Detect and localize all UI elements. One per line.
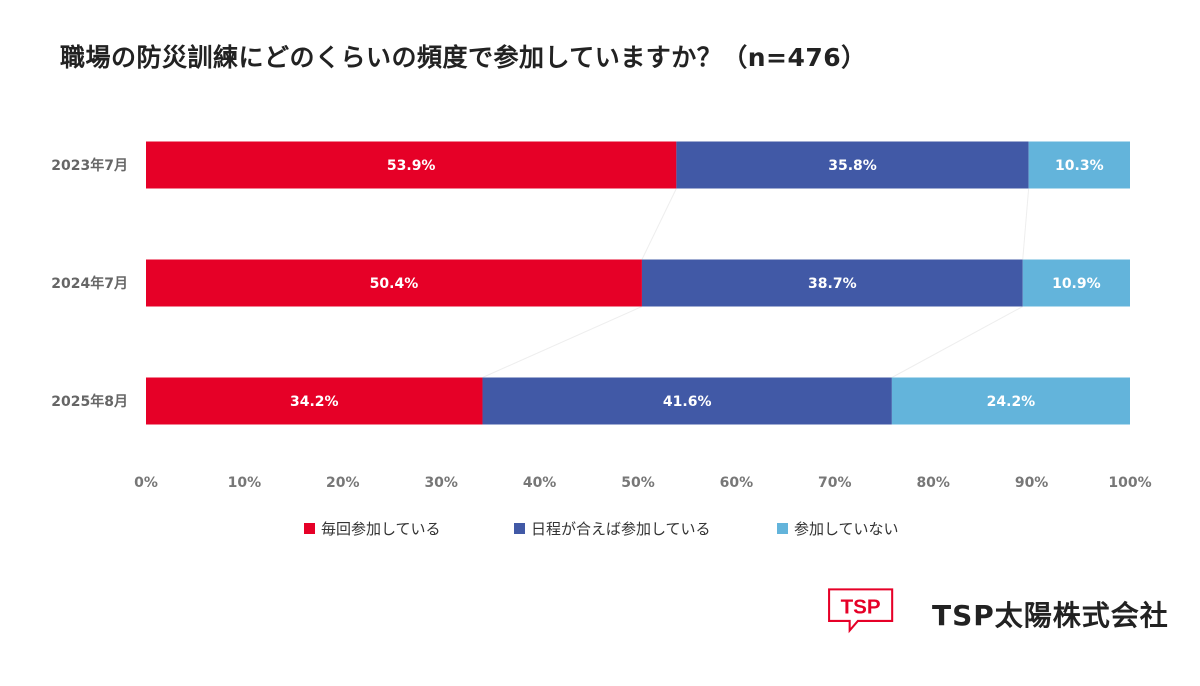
data-label: 10.9%	[1052, 276, 1101, 292]
legend-label: 毎回参加している	[321, 520, 441, 538]
category-label: 2025年8月	[51, 393, 128, 410]
chart-title: 職場の防災訓練にどのくらいの頻度で参加していますか？（n=476）	[60, 43, 867, 72]
data-label: 50.4%	[370, 276, 419, 292]
bar-segment	[146, 141, 677, 189]
x-tick-label: 90%	[1015, 475, 1049, 491]
legend-item-series-2: 参加していない	[777, 518, 899, 539]
legend-swatch-red	[304, 523, 315, 534]
x-tick-label: 10%	[228, 475, 262, 491]
x-tick-label: 80%	[916, 475, 950, 491]
data-label: 38.7%	[808, 276, 857, 292]
legend-item-series-0: 毎回参加している	[304, 518, 441, 539]
x-tick-label: 70%	[818, 475, 852, 491]
bar-segment	[641, 259, 1023, 307]
company-name: TSP太陽株式会社	[932, 599, 1169, 632]
category-label: 2024年7月	[51, 275, 128, 292]
connector-line	[482, 306, 643, 378]
data-label: 10.3%	[1055, 158, 1104, 174]
legend-swatch-blue	[514, 523, 525, 534]
legend-item-series-1: 日程が合えば参加している	[514, 518, 711, 539]
bar-segment	[676, 141, 1029, 189]
x-tick-label: 30%	[424, 475, 458, 491]
tsp-logo-mark: TSP	[828, 588, 894, 634]
bar-segment	[1022, 259, 1130, 307]
x-tick-label: 0%	[134, 475, 158, 491]
x-tick-label: 60%	[720, 475, 754, 491]
data-label: 35.8%	[828, 158, 877, 174]
data-label: 53.9%	[387, 158, 436, 174]
x-tick-label: 20%	[326, 475, 360, 491]
bar-segment	[482, 377, 892, 425]
legend-label: 日程が合えば参加している	[531, 520, 711, 538]
data-label: 24.2%	[987, 394, 1036, 410]
company-logo: TSP TSP太陽株式会社	[814, 588, 1168, 658]
connector-line	[1022, 188, 1030, 260]
legend: 毎回参加している 日程が合えば参加している 参加していない	[0, 518, 1200, 542]
logo-mark-text: TSP	[841, 595, 881, 618]
data-label: 41.6%	[663, 394, 712, 410]
data-label: 34.2%	[290, 394, 339, 410]
x-tick-label: 40%	[523, 475, 557, 491]
connector-line	[641, 188, 677, 260]
x-tick-label: 50%	[621, 475, 655, 491]
bar-segment	[146, 259, 642, 307]
category-label: 2023年7月	[51, 157, 128, 174]
x-tick-label: 100%	[1108, 475, 1151, 491]
connector-line	[891, 306, 1023, 378]
bar-segment	[146, 377, 483, 425]
legend-swatch-lightblue	[777, 523, 788, 534]
bar-segment	[891, 377, 1130, 425]
legend-label: 参加していない	[794, 520, 899, 538]
bar-segment	[1028, 141, 1130, 189]
